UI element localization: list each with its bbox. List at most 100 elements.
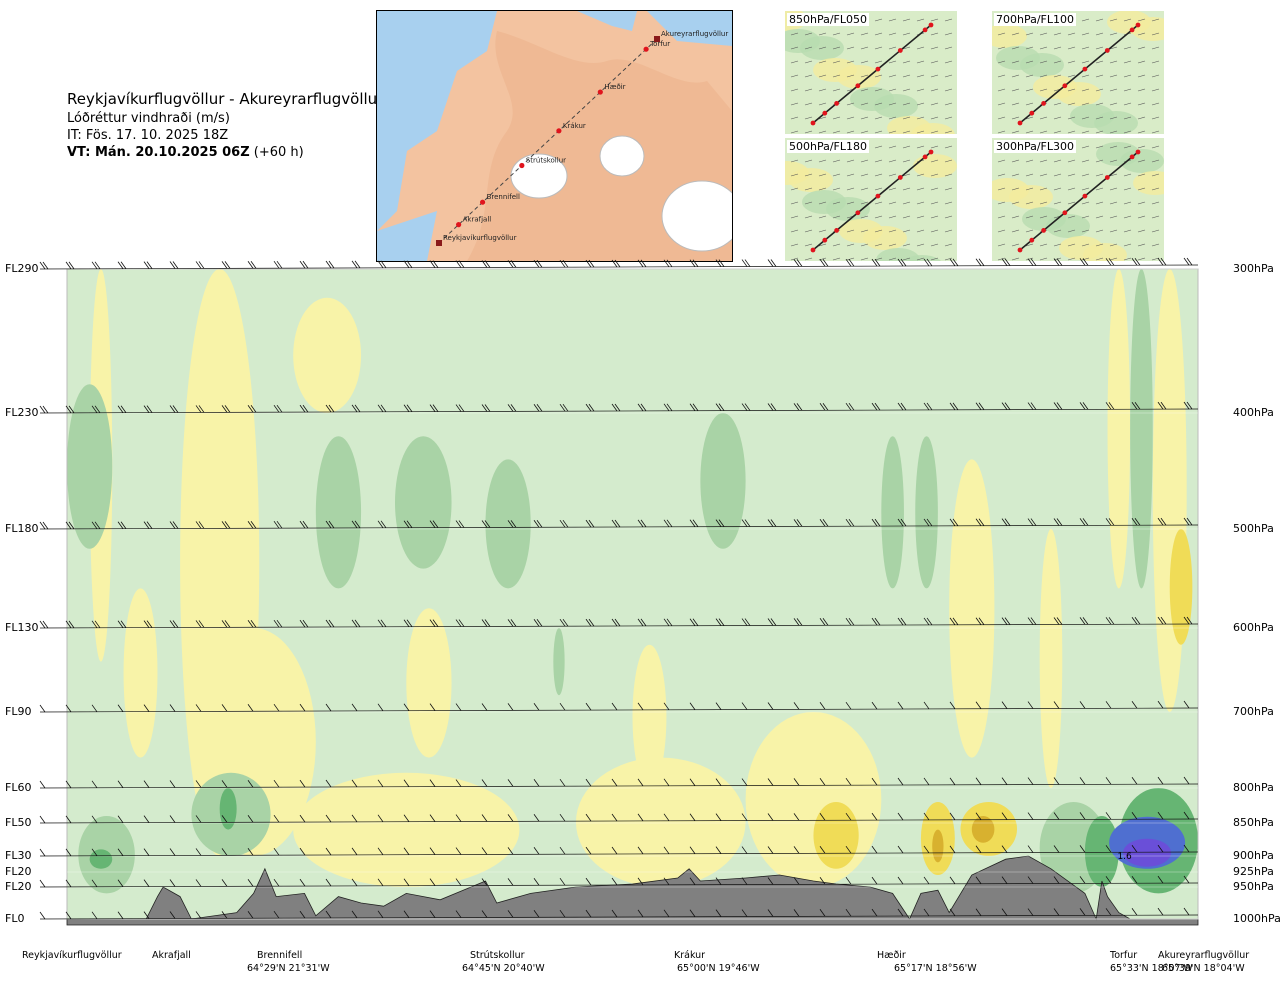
wind-barb: [65, 521, 72, 530]
inset-wind-barb: [860, 159, 869, 163]
wind-barb: [819, 259, 826, 267]
inset-wind-barb: [804, 32, 813, 36]
wind-barb: [848, 617, 855, 626]
inset-wind-barb: [902, 243, 911, 247]
wind-barb: [458, 404, 465, 412]
wind-barb: [819, 877, 826, 885]
wind-barb: [1108, 518, 1115, 526]
wind-barb: [663, 618, 670, 627]
wind-barb: [299, 619, 306, 628]
wind-barb: [533, 619, 540, 627]
wind-barb: [793, 846, 800, 854]
wind-barb: [377, 520, 384, 529]
inset-wind-barb: [1067, 215, 1076, 219]
inset-route-point: [834, 228, 839, 233]
wind-barb: [403, 520, 410, 528]
wind-barb: [195, 261, 202, 269]
wind-barb: [94, 620, 101, 629]
inset-route-point: [928, 22, 934, 28]
wind-barb: [715, 846, 722, 854]
inset-wind-barb: [930, 229, 939, 233]
inset-wind-barb: [1011, 60, 1020, 64]
wind-barb: [1105, 518, 1112, 526]
inset-wind-barb: [902, 32, 911, 36]
inset-wind-barb: [790, 229, 799, 233]
wind-barb: [533, 779, 540, 787]
inset-wind-barb: [1123, 46, 1132, 50]
inset-wind-barb: [1067, 243, 1076, 247]
wind-barb: [429, 878, 436, 886]
wind-barb: [767, 877, 774, 885]
wind-barb: [1001, 812, 1008, 820]
wind-barb: [793, 403, 800, 411]
inset-wind-barb: [1011, 173, 1020, 177]
wind-barb: [741, 618, 748, 626]
inset-wind-barb: [944, 102, 953, 106]
wind-barb: [949, 876, 956, 885]
inset-wind-barb: [790, 201, 799, 205]
inset-wind-barb: [818, 243, 827, 247]
inset-wind-barb: [1109, 201, 1118, 205]
inset-wind-barb: [1025, 201, 1034, 205]
inset-wind-barb: [1081, 243, 1090, 247]
wind-barb: [614, 618, 621, 627]
inset-wind-barb: [804, 116, 813, 120]
inset-wind-barb: [832, 159, 841, 163]
field-contour-up_strong: [932, 829, 944, 863]
wind-barb: [952, 258, 959, 267]
inset-wind-barb: [997, 88, 1006, 92]
pressure-label: 850hPa: [1233, 816, 1274, 829]
route-point-marker: [556, 128, 562, 134]
waypoint-name: Brennifell: [257, 950, 303, 961]
inset-route-point: [855, 210, 861, 216]
wind-barb: [715, 877, 722, 885]
wind-barb: [458, 619, 465, 627]
wind-barb: [195, 620, 202, 628]
wind-barb: [1082, 258, 1089, 266]
inset-wind-barb: [1039, 116, 1048, 120]
wind-barb: [793, 813, 800, 821]
wind-barb: [1131, 875, 1138, 884]
inset-wind-barb: [1123, 18, 1132, 22]
waypoint-name: Hæðir: [877, 950, 906, 961]
wind-barb: [250, 521, 257, 529]
inset-wind-barb: [1081, 201, 1090, 205]
inset-wind-barb: [860, 187, 869, 191]
inset-wind-barb: [846, 229, 855, 233]
wind-barb: [146, 261, 153, 269]
wind-barb: [533, 847, 540, 855]
inset-wind-barb: [1039, 187, 1048, 191]
wind-barb: [91, 405, 98, 414]
field-contour-up_light: [1152, 269, 1187, 712]
wind-barb: [819, 618, 826, 626]
field-contour-up_light: [1039, 529, 1063, 788]
field-contour-up_light: [1107, 269, 1131, 589]
wind-barb: [767, 909, 774, 917]
inset-300-label: 300hPa/FL300: [994, 140, 1077, 153]
wind-barb: [871, 617, 878, 626]
wind-barb: [91, 879, 98, 888]
inset-wind-barb: [1039, 60, 1048, 64]
inset-field-blob: [850, 87, 894, 111]
wind-barb: [949, 845, 956, 854]
wind-barb: [1108, 617, 1115, 625]
wind-barb: [117, 521, 124, 529]
wind-barb: [403, 703, 410, 711]
inset-wind-barb: [1025, 257, 1034, 261]
wind-barb: [1082, 402, 1089, 410]
wind-barb: [952, 617, 959, 626]
wind-barb: [481, 520, 488, 528]
wind-barb: [221, 704, 228, 712]
wind-barb: [380, 520, 387, 529]
inset-wind-barb: [874, 88, 883, 92]
wind-barb: [377, 703, 384, 712]
inset-wind-barb: [944, 243, 953, 247]
inset-wind-barb: [1095, 116, 1104, 120]
inset-300-svg: [992, 138, 1164, 261]
wind-barb: [614, 519, 621, 528]
wind-barb: [897, 876, 904, 885]
wind-barb: [377, 910, 384, 919]
wind-barb: [666, 618, 673, 627]
wind-barb: [1027, 617, 1034, 625]
field-contour-down_mid: [315, 436, 362, 589]
